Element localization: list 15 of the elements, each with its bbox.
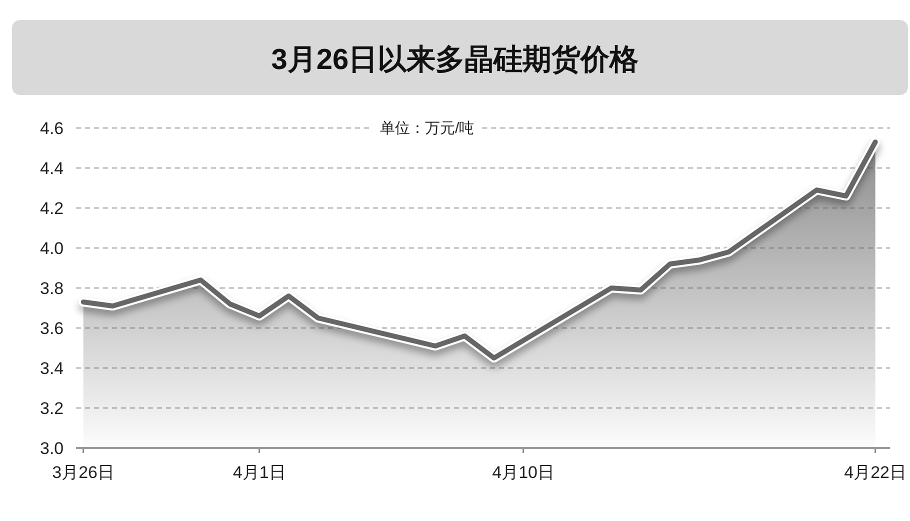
chart-title: 3月26日以来多晶硅期货价格 xyxy=(271,44,639,76)
x-tick-label: 3月26日 xyxy=(52,463,115,482)
y-tick-label: 4.6 xyxy=(40,119,64,138)
y-tick-label: 3.8 xyxy=(40,279,64,298)
x-tick-label: 4月10日 xyxy=(492,463,555,482)
y-tick-label: 4.0 xyxy=(40,239,64,258)
y-tick-label: 3.4 xyxy=(40,359,64,378)
y-tick-label: 4.2 xyxy=(40,199,64,218)
x-tick-label: 4月22日 xyxy=(844,463,907,482)
y-tick-label: 3.0 xyxy=(40,439,64,458)
x-tick-label: 4月1日 xyxy=(232,463,286,482)
y-tick-label: 4.4 xyxy=(40,159,64,178)
annotation: 单位：万元/吨 xyxy=(380,120,474,137)
y-tick-label: 3.6 xyxy=(40,319,64,338)
y-tick-label: 3.2 xyxy=(40,399,64,418)
